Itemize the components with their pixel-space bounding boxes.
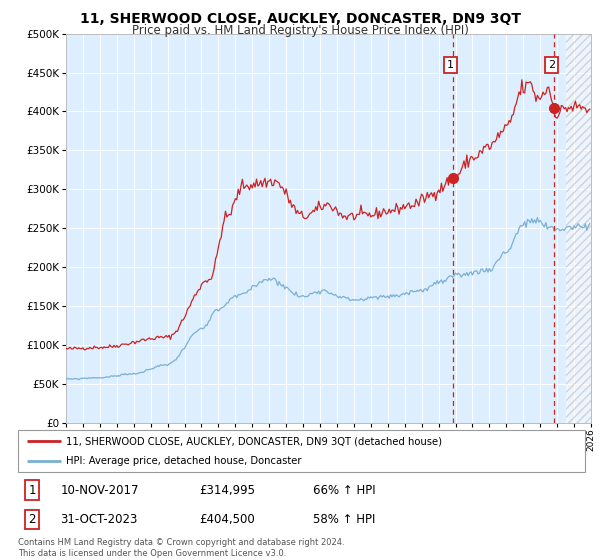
Text: 31-OCT-2023: 31-OCT-2023 (61, 513, 138, 526)
Text: 10-NOV-2017: 10-NOV-2017 (61, 483, 139, 497)
Text: 58% ↑ HPI: 58% ↑ HPI (313, 513, 375, 526)
Text: £314,995: £314,995 (199, 483, 256, 497)
Text: 1: 1 (447, 60, 454, 70)
Text: 2: 2 (548, 60, 555, 70)
Text: £404,500: £404,500 (199, 513, 255, 526)
Text: 66% ↑ HPI: 66% ↑ HPI (313, 483, 376, 497)
Text: 11, SHERWOOD CLOSE, AUCKLEY, DONCASTER, DN9 3QT: 11, SHERWOOD CLOSE, AUCKLEY, DONCASTER, … (79, 12, 521, 26)
Text: Contains HM Land Registry data © Crown copyright and database right 2024.
This d: Contains HM Land Registry data © Crown c… (18, 538, 344, 558)
Bar (566, 34, 591, 423)
Text: Price paid vs. HM Land Registry's House Price Index (HPI): Price paid vs. HM Land Registry's House … (131, 24, 469, 37)
Text: HPI: Average price, detached house, Doncaster: HPI: Average price, detached house, Donc… (66, 456, 302, 466)
Bar (566, 34, 591, 423)
FancyBboxPatch shape (18, 430, 585, 472)
Text: 2: 2 (28, 513, 36, 526)
Text: 1: 1 (28, 483, 36, 497)
Text: 11, SHERWOOD CLOSE, AUCKLEY, DONCASTER, DN9 3QT (detached house): 11, SHERWOOD CLOSE, AUCKLEY, DONCASTER, … (66, 436, 442, 446)
